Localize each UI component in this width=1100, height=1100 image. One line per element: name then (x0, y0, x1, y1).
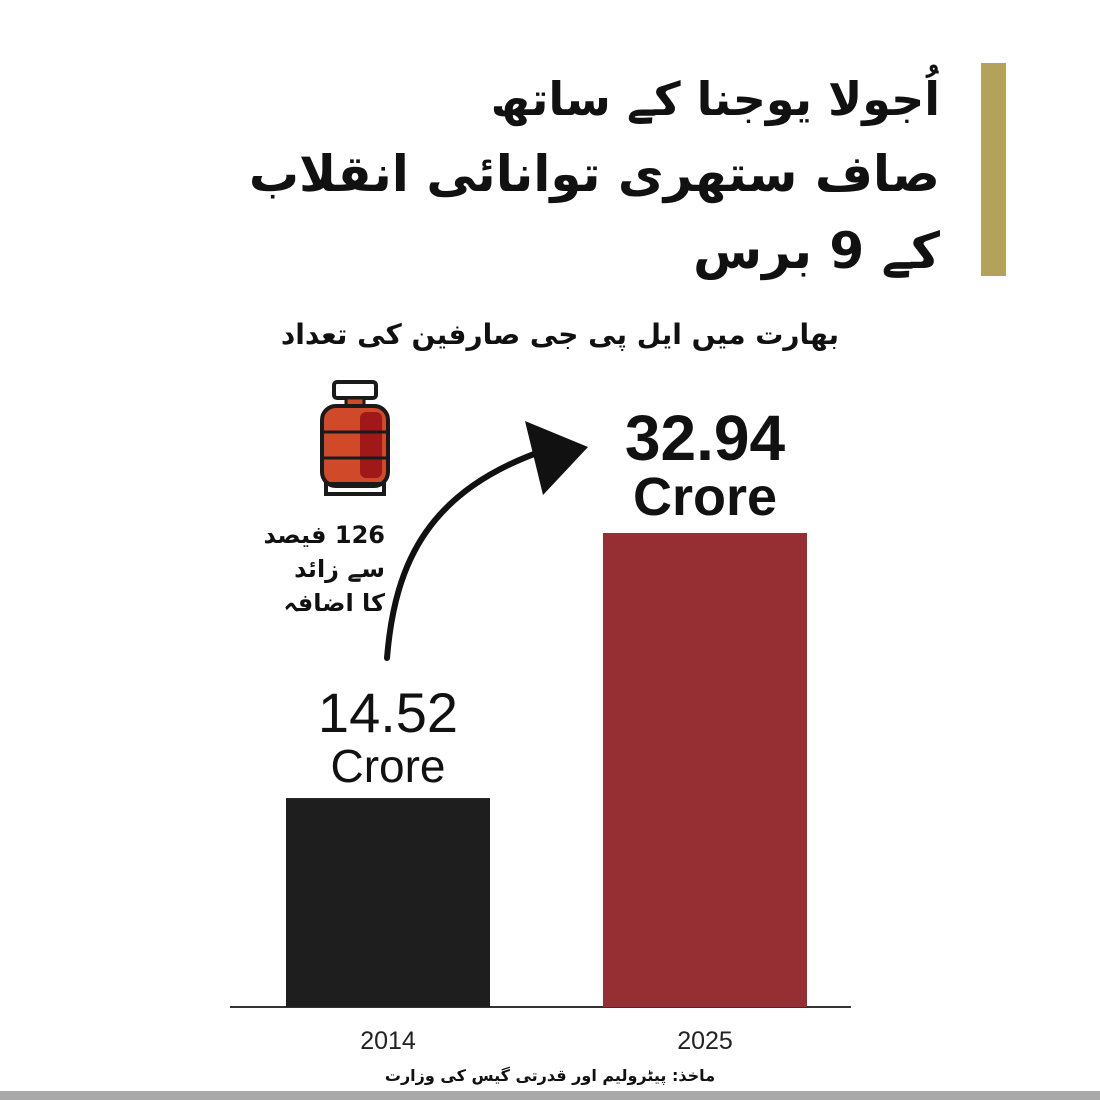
page-title-line-3: کے 9 برس (693, 222, 940, 280)
value-label-2014: 14.52 (318, 681, 458, 744)
bottom-band (0, 1091, 1100, 1100)
source-note: ماخذ: پیٹرولیم اور قدرتی گیس کی وزارت (384, 1066, 716, 1085)
x-tick-label-2025: 2025 (677, 1027, 733, 1055)
annotation-line-2: سے زائد (294, 555, 385, 583)
x-tick-label-2014: 2014 (360, 1027, 416, 1055)
growth-annotation: 126 فیصد سے زائد کا اضافہ (245, 518, 386, 620)
growth-arrow-head (525, 421, 588, 495)
value-label-2025: 32.94 (625, 402, 786, 474)
growth-arrow (384, 447, 548, 661)
bar-2025 (603, 533, 807, 1007)
annotation-line-1: 126 فیصد (263, 521, 386, 549)
unit-label-2025: Crore (633, 467, 777, 527)
title-accent-bar (981, 63, 1006, 276)
chart-title: بھارت میں ایل پی جی صارفین کی تعداد (280, 318, 840, 351)
annotation-line-3: کا اضافہ (283, 589, 385, 617)
page-title-line-2: صاف ستھری توانائی انقلاب (248, 145, 940, 203)
unit-label-2014: Crore (330, 740, 445, 792)
page-title-line-1: اُجولا یوجنا کے ساتھ (490, 72, 940, 126)
bar-2014 (286, 798, 490, 1007)
gas-cylinder-icon (320, 380, 390, 496)
